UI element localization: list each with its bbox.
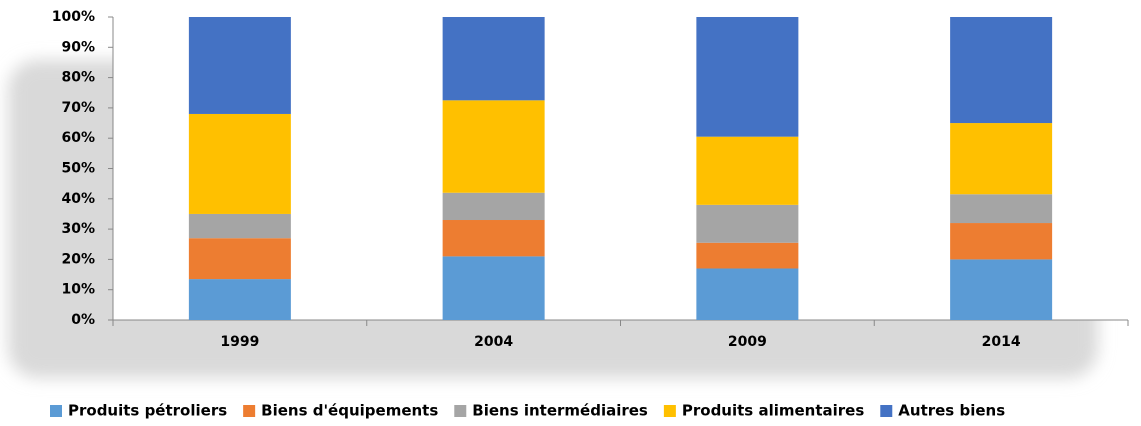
bar-segment bbox=[188, 238, 291, 280]
bar-segment bbox=[950, 17, 1053, 124]
legend-label: Produits pétroliers bbox=[68, 402, 227, 420]
bar-segment bbox=[696, 136, 799, 205]
bar-segment bbox=[696, 204, 799, 243]
y-tick-label: 30% bbox=[61, 221, 95, 237]
bar-segment bbox=[188, 213, 291, 239]
bar-segment bbox=[442, 220, 545, 257]
bar-segment bbox=[442, 100, 545, 193]
bar-segment bbox=[950, 194, 1053, 224]
bar-segment bbox=[950, 259, 1053, 320]
bar-segment bbox=[442, 192, 545, 221]
bar-segment bbox=[188, 113, 291, 214]
bar-segment bbox=[442, 256, 545, 320]
legend-swatch bbox=[243, 405, 256, 417]
legend-label: Autres biens bbox=[898, 402, 1005, 420]
y-tick-label: 40% bbox=[61, 191, 95, 207]
y-tick-label: 20% bbox=[61, 251, 95, 267]
legend-swatch bbox=[50, 405, 62, 417]
legend-label: Biens d'équipements bbox=[261, 402, 438, 420]
bar-segment bbox=[696, 268, 799, 320]
x-tick-label: 1999 bbox=[220, 334, 259, 350]
legend-label: Biens intermédiaires bbox=[472, 402, 648, 420]
x-tick-label: 2014 bbox=[982, 334, 1021, 350]
y-tick-label: 10% bbox=[61, 282, 95, 298]
y-tick-label: 80% bbox=[61, 70, 95, 86]
bar-segment bbox=[950, 223, 1053, 260]
x-tick-label: 2009 bbox=[728, 334, 767, 350]
bar-segment bbox=[442, 17, 545, 101]
bar-segment bbox=[696, 242, 799, 269]
y-tick-label: 50% bbox=[61, 161, 95, 177]
y-tick-label: 70% bbox=[61, 100, 95, 116]
legend-swatch bbox=[454, 405, 467, 417]
bar-segment bbox=[696, 17, 799, 137]
y-tick-label: 60% bbox=[61, 130, 95, 146]
legend-swatch bbox=[663, 405, 676, 417]
bar-segment bbox=[950, 123, 1053, 195]
y-tick-label: 90% bbox=[61, 39, 95, 55]
bar-segment bbox=[188, 279, 291, 320]
bar-segment bbox=[188, 17, 291, 114]
x-tick-label: 2004 bbox=[474, 334, 513, 350]
y-tick-label: 100% bbox=[52, 9, 95, 25]
y-tick-label: 0% bbox=[71, 312, 95, 328]
legend-label: Produits alimentaires bbox=[682, 402, 864, 420]
legend-swatch bbox=[880, 405, 893, 417]
